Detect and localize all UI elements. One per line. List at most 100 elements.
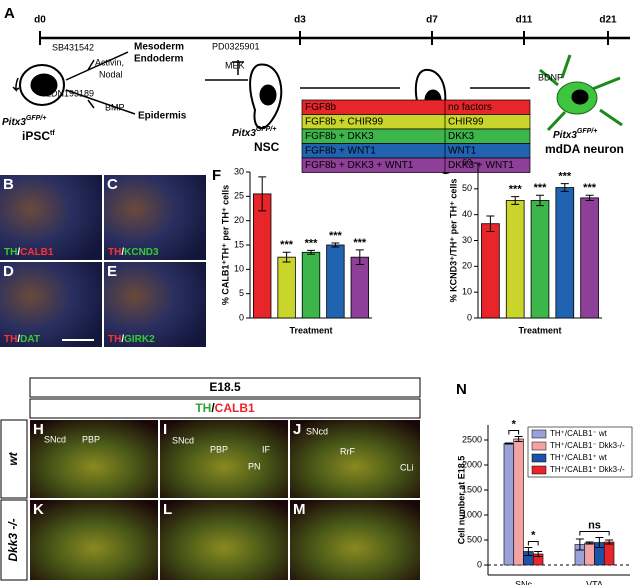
y-axis-label: % KCND3⁺/TH⁺ per TH⁺ cells <box>448 179 458 303</box>
section-image <box>30 420 158 498</box>
text-part: / <box>17 247 20 258</box>
bar <box>326 244 345 319</box>
significance: * <box>531 529 536 541</box>
error-bar <box>534 551 543 557</box>
condition: FGF8b + CHIR99 <box>305 117 384 128</box>
text-part: KCND3 <box>124 247 159 258</box>
region-label: SNcd <box>172 435 194 445</box>
panel-label: L <box>163 501 172 518</box>
bracket <box>508 430 520 435</box>
panel-label: B <box>3 176 14 193</box>
y-tick-label: 40 <box>462 209 472 219</box>
x-tick-label: SNc <box>515 579 533 585</box>
micrographs <box>0 175 206 347</box>
bar <box>505 200 525 319</box>
error-bar <box>585 541 594 545</box>
panel-label: E <box>107 263 117 280</box>
section-image <box>290 420 420 498</box>
error-bar <box>504 442 513 445</box>
x-axis-label: Treatment <box>518 325 561 335</box>
text-part: tf <box>50 130 55 137</box>
text-part: / <box>211 401 215 415</box>
error-bar <box>486 215 495 232</box>
genotype: Pitx3GFP/+ <box>2 115 46 127</box>
stain-label: TH/CALB1 <box>195 401 255 415</box>
inhibitor: PD0325901 <box>212 41 260 51</box>
y-tick-label: 50 <box>462 183 472 193</box>
bar <box>503 443 515 566</box>
error-bar <box>585 194 594 201</box>
error-bar <box>575 538 584 551</box>
text-part: TH <box>108 247 121 258</box>
header-box <box>29 377 421 398</box>
self-renew-arrow <box>12 77 20 92</box>
y-tick-label: 1500 <box>462 484 482 494</box>
region-label: PBP <box>210 444 228 454</box>
inhibitor: BMP <box>105 102 125 112</box>
y-tick-label: 5 <box>239 288 244 298</box>
stain-label: TH/KCND3 <box>108 247 159 258</box>
row-box <box>0 419 28 499</box>
row-label: wt <box>6 451 20 465</box>
condition: CHIR99 <box>448 117 484 128</box>
inhibitor: SB431542 <box>52 42 94 52</box>
row-label: Dkk3 -/- <box>6 518 20 561</box>
cell-type: NSC <box>254 140 280 154</box>
error-bar <box>595 537 604 548</box>
condition: FGF8b + DKK3 <box>305 131 374 142</box>
day-label: d7 <box>426 15 438 26</box>
significance: *** <box>280 239 294 251</box>
legend-swatch <box>531 465 547 475</box>
error-bar <box>536 194 544 207</box>
text-part: TH <box>195 401 211 415</box>
section-image <box>160 420 288 498</box>
section-image <box>160 500 288 580</box>
text-part: TH <box>4 334 17 345</box>
region-label: PBP <box>82 434 100 444</box>
significance: ns <box>588 519 601 531</box>
header-box <box>29 398 421 419</box>
cell-type: iPSCtf <box>22 129 55 143</box>
condition-row <box>301 157 531 173</box>
legend-label: TH⁺/CALB1⁺ Dkk3-/- <box>550 465 625 474</box>
significance: *** <box>305 237 319 249</box>
inhibitor: Nodal <box>99 69 123 79</box>
bracket <box>527 541 539 546</box>
condition: FGF8b <box>305 102 337 113</box>
legend-label: TH⁺/CALB1⁺ wt <box>550 453 608 462</box>
micrograph-c <box>104 175 206 260</box>
x-axis-label: Treatment <box>289 325 332 335</box>
text-part: Pitx3 <box>232 128 256 139</box>
day-label: d11 <box>516 15 533 26</box>
region-label: SNcd <box>44 434 66 444</box>
legend-label: TH⁺/CALB1⁻ wt <box>550 429 608 438</box>
y-tick-label: 20 <box>234 215 244 225</box>
inhibitor: Activin, <box>95 57 124 67</box>
text-part: GFP/+ <box>577 128 597 135</box>
genotype: Pitx3GFP/+ <box>232 126 276 138</box>
y-tick-label: 2000 <box>462 459 482 469</box>
region-label: PN <box>248 461 261 471</box>
bar <box>513 438 524 566</box>
bar <box>580 197 599 319</box>
error-bar <box>511 196 520 205</box>
bracket <box>579 531 610 536</box>
significance: *** <box>509 183 523 195</box>
text-part: / <box>17 334 20 345</box>
y-tick-label: 30 <box>462 235 472 245</box>
legend-swatch <box>531 453 547 463</box>
bar <box>603 541 615 566</box>
neuron-processes <box>539 54 623 132</box>
y-axis-label: % CALB1⁺TH⁺ per TH⁺ cells <box>220 185 230 305</box>
condition-row <box>301 99 531 115</box>
y-tick-label: 0 <box>477 559 482 569</box>
bar <box>530 200 550 319</box>
y-tick-label: 1000 <box>462 509 482 519</box>
significance: *** <box>329 230 343 242</box>
cell-type: mdDA neuron <box>545 142 624 156</box>
micrograph-d <box>0 262 102 347</box>
x-tick-label: VTA <box>586 579 603 585</box>
bar <box>481 223 500 319</box>
neuron-nucleus <box>571 89 589 105</box>
